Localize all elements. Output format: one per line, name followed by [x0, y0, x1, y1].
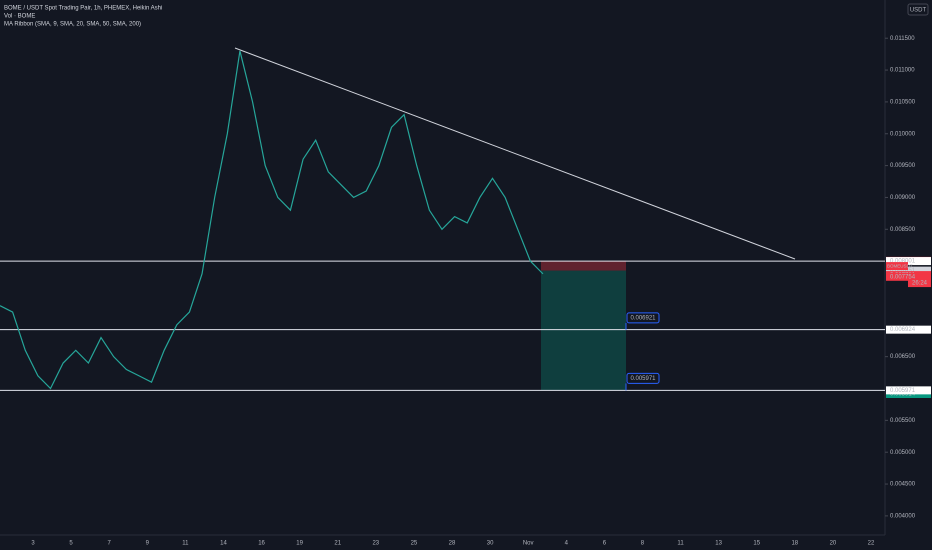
y-tick-label: 0.011000: [890, 68, 915, 74]
annotation-box: [626, 372, 660, 384]
x-tick-label: 18: [791, 541, 798, 547]
price-tag: [886, 266, 931, 275]
price-tag: [886, 386, 931, 395]
x-tick-label: 4: [565, 541, 569, 547]
x-tick-label: 14: [220, 541, 227, 547]
annotation-box: [626, 312, 660, 324]
y-tick-label: 0.010000: [890, 131, 916, 137]
title: BOME / USDT Spot Trading Pair, 1h, PHEME…: [4, 6, 162, 12]
stop-zone: [541, 260, 626, 271]
y-tick-label: 0.009500: [890, 163, 916, 169]
x-tick-label: Nov: [523, 541, 534, 547]
x-tick-label: 8: [641, 541, 645, 547]
symbol-tag: [886, 262, 908, 271]
x-tick-label: 22: [868, 541, 875, 547]
price-tag-label: 0.005971: [890, 388, 916, 394]
x-tick-label: 20: [830, 541, 837, 547]
annotation-label: 0.006921: [630, 315, 656, 321]
y-tick-label: 0.004000: [890, 513, 916, 519]
symbol-tag-label: BOMEUSDT: [887, 263, 913, 268]
x-tick-label: 11: [182, 541, 189, 547]
x-tick-label: 13: [715, 541, 722, 547]
x-tick-label: 23: [372, 541, 379, 547]
price-tag: [886, 272, 931, 281]
currency[interactable]: USDT: [910, 8, 927, 14]
y-tick-label: 0.004500: [890, 482, 916, 488]
price-line: [0, 50, 544, 390]
x-tick-label: 9: [146, 541, 150, 547]
y-tick-label: 0.005000: [890, 450, 916, 456]
annotation-label: 0.005971: [630, 376, 656, 382]
countdown-tag: [908, 279, 931, 288]
x-tick-label: 11: [677, 541, 684, 547]
countdown-label: 26:24: [912, 281, 928, 287]
x-tick-label: 15: [753, 541, 760, 547]
price-tag: [886, 257, 931, 266]
y-tick-label: 0.009000: [890, 195, 916, 201]
price-tag-label: 0.008001: [890, 259, 916, 265]
x-tick-label: 19: [296, 541, 303, 547]
target-zone: [541, 270, 626, 391]
x-tick-label: 21: [334, 541, 341, 547]
x-tick-label: 7: [108, 541, 112, 547]
trend-line: [234, 47, 796, 260]
y-tick-label: 0.011500: [890, 36, 915, 42]
ribbon-label: MA Ribbon (SMA, 9, SMA, 20, SMA, 50, SMA…: [4, 22, 141, 28]
x-tick-label: 16: [258, 541, 265, 547]
price-tag: [886, 325, 931, 334]
y-tick-label: 0.006500: [890, 354, 916, 360]
volume-label: Vol · BOME: [4, 14, 35, 20]
x-tick-label: 28: [449, 541, 456, 547]
price-tag-label: 0.005914: [890, 392, 916, 398]
y-tick-label: 0.005500: [890, 418, 916, 424]
currency-box[interactable]: [907, 3, 929, 16]
x-tick-label: 5: [69, 541, 73, 547]
x-tick-label: 6: [603, 541, 607, 547]
price-tag-label: 0.006924: [890, 327, 916, 333]
x-tick-label: 3: [31, 541, 35, 547]
x-tick-label: 25: [411, 541, 418, 547]
price-tag-label: 0.007754: [890, 274, 916, 280]
y-tick-label: 0.008500: [890, 227, 916, 233]
y-tick-label: 0.010500: [890, 99, 916, 105]
x-tick-label: 30: [487, 541, 494, 547]
